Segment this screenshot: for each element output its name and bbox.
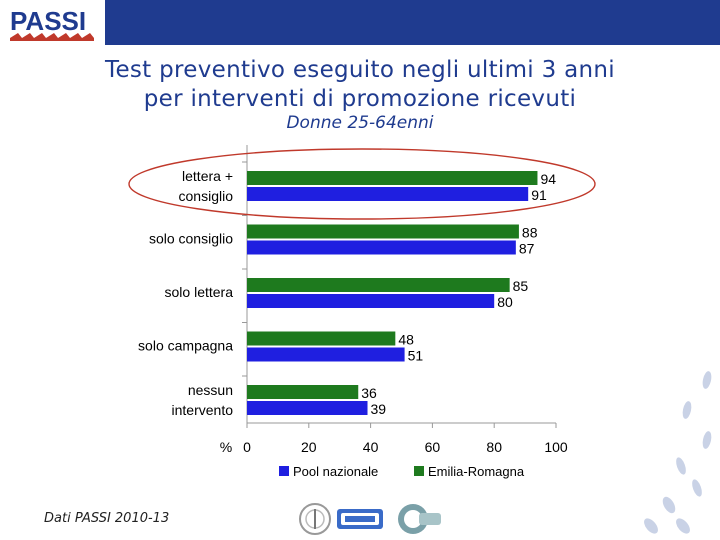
header-bar bbox=[105, 0, 720, 45]
bar bbox=[247, 187, 529, 201]
legend-label: Emilia-Romagna bbox=[428, 464, 525, 479]
legend-label: Pool nazionale bbox=[293, 464, 378, 479]
x-tick-label: 100 bbox=[544, 439, 568, 455]
x-tick-label: 40 bbox=[363, 439, 379, 455]
category-label: consiglio bbox=[179, 188, 234, 204]
legend-swatch bbox=[414, 466, 424, 476]
category-label: solo consiglio bbox=[149, 231, 233, 247]
bar bbox=[247, 385, 359, 399]
data-label: 87 bbox=[519, 241, 535, 257]
category-label: intervento bbox=[172, 402, 234, 418]
data-label: 94 bbox=[540, 171, 556, 187]
data-label: 51 bbox=[408, 348, 424, 364]
bar bbox=[247, 224, 519, 239]
x-axis-label: % bbox=[220, 439, 232, 455]
bar bbox=[247, 171, 538, 185]
category-label: solo campagna bbox=[138, 338, 233, 354]
chart-subtitle: Donne 25-64enni bbox=[286, 113, 434, 133]
bar bbox=[247, 240, 516, 255]
chart-title-line1: Test preventivo eseguito negli ultimi 3 … bbox=[105, 57, 615, 83]
logo-text: PASSI bbox=[10, 6, 86, 36]
category-label: solo lettera bbox=[165, 284, 234, 300]
istituto-superiore-di-sanita-logo bbox=[299, 503, 331, 535]
category-label: nessun bbox=[188, 382, 233, 398]
legend-swatch bbox=[279, 466, 289, 476]
highlight-ellipse bbox=[128, 148, 596, 220]
bar bbox=[247, 347, 405, 362]
ccm-logo bbox=[337, 509, 383, 529]
data-label: 48 bbox=[398, 332, 414, 348]
bar bbox=[247, 331, 396, 346]
data-label: 39 bbox=[371, 401, 387, 417]
x-tick-label: 0 bbox=[243, 439, 251, 455]
cnesps-logo bbox=[398, 504, 441, 534]
passi-logo: PASSI bbox=[10, 6, 94, 41]
data-source-note: Dati PASSI 2010-13 bbox=[44, 511, 170, 526]
bar bbox=[247, 294, 495, 308]
x-tick-label: 80 bbox=[486, 439, 502, 455]
chart-title-line2: per interventi di promozione ricevuti bbox=[143, 86, 577, 112]
x-tick-label: 20 bbox=[301, 439, 317, 455]
footprints-decoration bbox=[644, 371, 712, 534]
data-label: 80 bbox=[497, 294, 513, 310]
bar bbox=[247, 401, 368, 415]
category-label: lettera + bbox=[182, 168, 233, 184]
data-label: 36 bbox=[361, 385, 377, 401]
bar bbox=[247, 278, 510, 292]
data-label: 88 bbox=[522, 225, 538, 241]
data-label: 91 bbox=[531, 187, 547, 203]
x-tick-label: 60 bbox=[425, 439, 441, 455]
institution-logos bbox=[299, 503, 441, 535]
data-label: 85 bbox=[513, 278, 529, 294]
